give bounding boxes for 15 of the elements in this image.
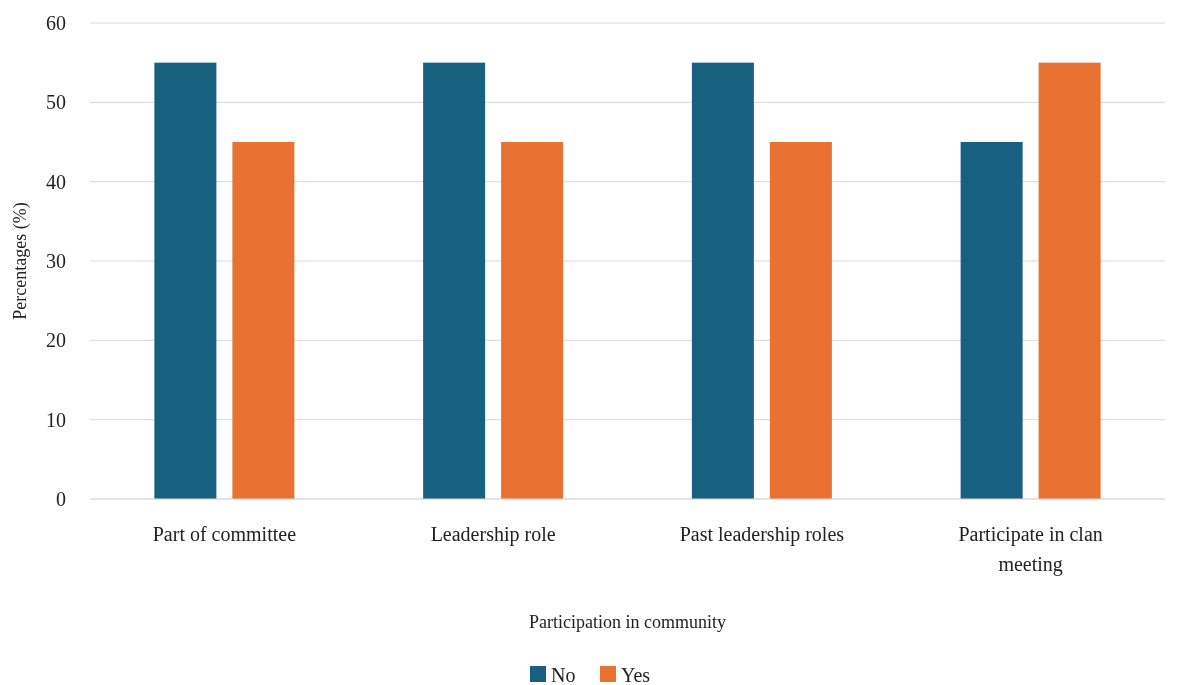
y-tick-label: 0 xyxy=(56,488,66,510)
x-axis-title: Participation in community xyxy=(529,612,726,632)
legend-label: No xyxy=(551,664,576,685)
y-tick-label: 20 xyxy=(46,329,66,352)
legend-label: Yes xyxy=(621,664,651,685)
y-tick-label: 30 xyxy=(46,250,66,272)
y-tick-label: 50 xyxy=(46,91,66,114)
y-tick-label: 40 xyxy=(46,170,66,193)
x-tick-label: Leadership role xyxy=(430,523,556,546)
x-tick-label: Part of committee xyxy=(152,523,297,545)
y-axis-title: Percentages (%) xyxy=(10,202,31,320)
y-tick-label: 10 xyxy=(46,408,66,431)
y-tick-label: 60 xyxy=(46,12,66,34)
x-tick-label: Past leadership roles xyxy=(679,523,845,546)
x-tick-label: Participate in clan meeting xyxy=(958,523,1103,576)
